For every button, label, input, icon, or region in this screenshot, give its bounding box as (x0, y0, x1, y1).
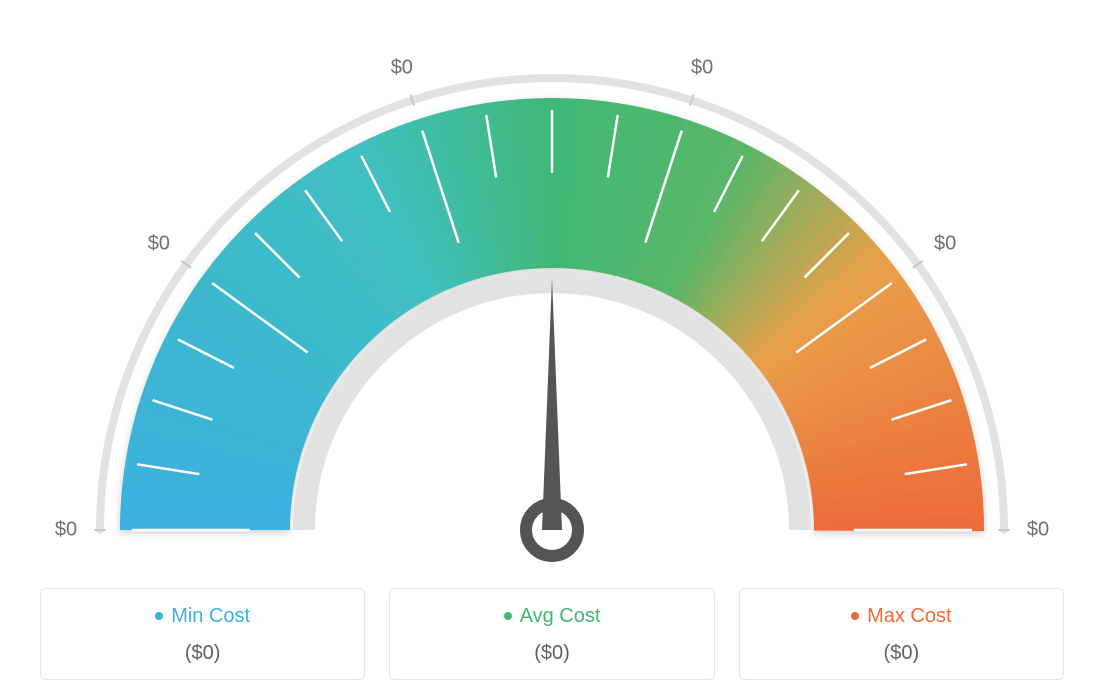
gauge-tick-label: $0 (391, 56, 413, 79)
legend-label: Max Cost (867, 605, 951, 627)
gauge-chart: $0 $0 $0 $0 $0 $0 (0, 0, 1104, 570)
legend-box: Max Cost ($0) (739, 588, 1064, 680)
legend-title: Min Cost (51, 605, 354, 628)
legend-dot-icon (155, 612, 163, 620)
gauge-tick-label: $0 (148, 233, 170, 256)
legend-value: ($0) (400, 642, 703, 665)
legend-box: Min Cost ($0) (40, 588, 365, 680)
legend-value: ($0) (51, 642, 354, 665)
gauge-tick-label: $0 (1027, 519, 1049, 542)
legend-dot-icon (504, 612, 512, 620)
gauge-tick-label: $0 (55, 519, 77, 542)
gauge-svg (0, 0, 1104, 570)
legend-title: Max Cost (750, 605, 1053, 628)
legend-label: Avg Cost (520, 605, 601, 627)
legend-label: Min Cost (171, 605, 250, 627)
legend-row: Min Cost ($0) Avg Cost ($0) Max Cost ($0) (40, 588, 1064, 680)
legend-box: Avg Cost ($0) (389, 588, 714, 680)
gauge-tick-label: $0 (691, 56, 713, 79)
legend-title: Avg Cost (400, 605, 703, 628)
legend-value: ($0) (750, 642, 1053, 665)
chart-container: $0$0$0$0$0$0 Min Cost($0)Avg Cost($0)Max… (0, 0, 1104, 690)
gauge-tick-label: $0 (934, 233, 956, 256)
legend-dot-icon (851, 612, 859, 620)
